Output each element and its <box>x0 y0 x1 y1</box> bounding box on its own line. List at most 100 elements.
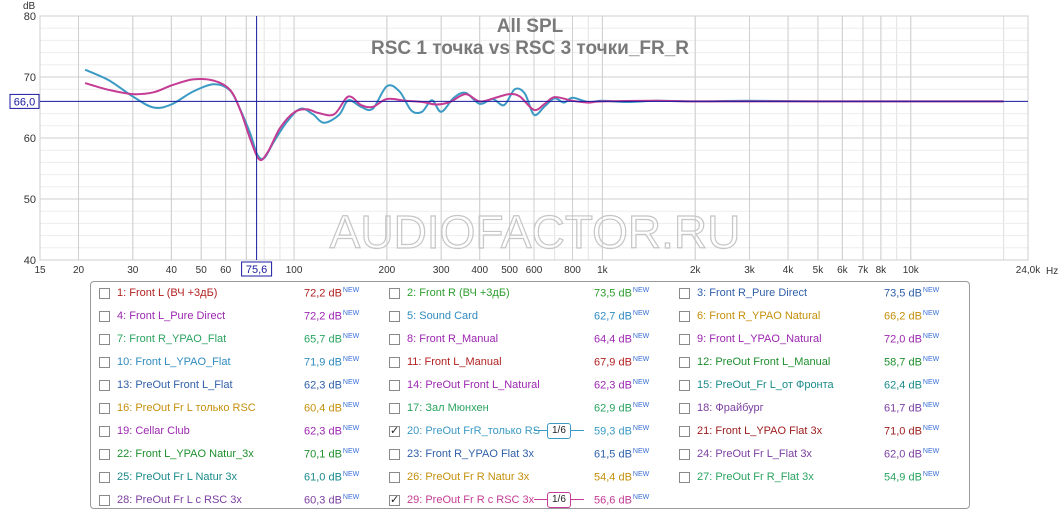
legend-checkbox[interactable] <box>389 311 400 322</box>
legend-label: 25: PreOut Fr L Natur 3x <box>117 471 238 483</box>
legend-checkbox[interactable] <box>389 403 400 414</box>
new-badge: NEW <box>922 287 940 294</box>
legend-value: 61,5 dBNEW <box>594 448 650 461</box>
new-badge: NEW <box>632 402 650 409</box>
legend-value: 60,4 dBNEW <box>304 402 360 415</box>
legend-value: 67,9 dBNEW <box>594 356 650 369</box>
cursor-x-readout-box <box>241 261 273 277</box>
legend-entry[interactable]: 4: Front L_Pure Direct 72,2 dBNEW <box>99 309 379 329</box>
legend-checkbox[interactable] <box>389 357 400 368</box>
x-tick-label: 5k <box>813 265 825 276</box>
legend-entry[interactable]: 10: Front L_YPAO_Flat 71,9 dBNEW <box>99 355 379 375</box>
legend-checkbox[interactable] <box>389 493 400 506</box>
legend-entry[interactable]: 26: PreOut Fr R Natur 3x 54,4 dBNEW <box>389 470 669 490</box>
legend-checkbox[interactable] <box>99 288 110 299</box>
legend-entry[interactable]: 8: Front R_Manual 64,4 dBNEW <box>389 332 669 352</box>
legend-entry[interactable]: 29: PreOut Fr R c RSC 3x1/6 56,6 dBNEW <box>389 492 669 513</box>
legend-checkbox[interactable] <box>679 449 690 460</box>
x-tick-label: 200 <box>379 265 396 276</box>
legend-entry[interactable]: 16: PreOut Fr L только RSC 60,4 dBNEW <box>99 401 379 421</box>
legend-entry[interactable]: 27: PreOut Fr R_Flat 3x 54,9 dBNEW <box>679 470 959 490</box>
legend-value: 62,9 dBNEW <box>594 402 650 415</box>
legend-entry[interactable]: 12: PreOut Front L_Manual 58,7 dBNEW <box>679 355 959 375</box>
legend-value: 54,9 dBNEW <box>884 471 940 484</box>
legend-value: 61,0 dBNEW <box>304 471 360 484</box>
legend-value: 73,5 dBNEW <box>884 287 940 300</box>
legend-checkbox[interactable] <box>679 403 690 414</box>
cursor-y-readout: 66,0 <box>14 96 35 108</box>
cursor: 66,0 75,6 <box>9 16 1028 277</box>
legend-entry[interactable]: 23: Front R_YPAO Flat 3x 61,5 dBNEW <box>389 447 669 467</box>
legend: 1: Front L (ВЧ +3дБ) 72,2 dBNEW 4: Front L… <box>90 281 970 509</box>
legend-checkbox[interactable] <box>389 424 400 437</box>
legend-checkbox[interactable] <box>679 311 690 322</box>
legend-entry[interactable]: 20: PreOut FrR_только RS1/6 59,3 dBNEW <box>389 423 669 444</box>
legend-checkbox[interactable] <box>99 426 110 437</box>
legend-entry[interactable]: 21: Front L_YPAO Flat 3x 71,0 dBNEW <box>679 424 959 444</box>
legend-entry[interactable]: 7: Front R_YPAO_Flat 65,7 dBNEW <box>99 332 379 352</box>
x-tick-label: 10k <box>903 265 920 276</box>
legend-entry[interactable]: 13: PreOut Front L_Flat 62,3 dBNEW <box>99 378 379 398</box>
legend-entry[interactable]: 15: PreOut_Fr L_от Фронта 62,4 dBNEW <box>679 378 959 398</box>
legend-checkbox[interactable] <box>99 380 110 391</box>
legend-checkbox[interactable] <box>99 403 110 414</box>
legend-checkbox[interactable] <box>99 334 110 345</box>
x-tick-label: 40 <box>166 265 178 276</box>
grid <box>39 15 1029 261</box>
legend-entry[interactable]: 25: PreOut Fr L Natur 3x 61,0 dBNEW <box>99 470 379 490</box>
y-tick-labels: 40 50 60 70 80 <box>24 11 36 267</box>
legend-entry[interactable]: 17: Зал Мюнхен 62,9 dBNEW <box>389 401 669 421</box>
legend-checkbox[interactable] <box>99 357 110 368</box>
legend-entry[interactable]: 18: Фрайбург 61,7 dBNEW <box>679 401 959 421</box>
legend-entry[interactable]: 3: Front R_Pure Direct 73,5 dBNEW <box>679 286 959 306</box>
new-badge: NEW <box>632 287 650 294</box>
legend-checkbox[interactable] <box>679 380 690 391</box>
legend-label: 22: Front L_YPAO Natur_3x <box>117 448 254 460</box>
legend-entry[interactable]: 5: Sound Card 62,7 dBNEW <box>389 309 669 329</box>
legend-checkbox[interactable] <box>679 472 690 483</box>
legend-value: 73,5 dBNEW <box>594 287 650 300</box>
smoothing-badge[interactable]: 1/6 <box>534 492 584 508</box>
legend-value: 56,6 dBNEW <box>594 494 650 507</box>
legend-value: 59,3 dBNEW <box>594 425 650 438</box>
legend-label: 4: Front L_Pure Direct <box>117 310 226 322</box>
legend-checkbox[interactable] <box>389 334 400 345</box>
legend-checkbox[interactable] <box>679 426 690 437</box>
legend-checkbox[interactable] <box>99 495 110 506</box>
legend-label: 9: Front L_YPAO_Natural <box>697 333 822 345</box>
legend-entry[interactable]: 6: Front R_YPAO Natural 66,2 dBNEW <box>679 309 959 329</box>
legend-checkbox[interactable] <box>389 288 400 299</box>
new-badge: NEW <box>922 356 940 363</box>
legend-checkbox[interactable] <box>679 334 690 345</box>
legend-checkbox[interactable] <box>389 449 400 460</box>
legend-label: 7: Front R_YPAO_Flat <box>117 333 227 345</box>
legend-checkbox[interactable] <box>99 311 110 322</box>
legend-entry[interactable]: 1: Front L (ВЧ +3дБ) 72,2 dBNEW <box>99 286 379 306</box>
legend-value: 54,4 dBNEW <box>594 471 650 484</box>
smoothing-badge[interactable]: 1/6 <box>534 423 584 439</box>
legend-entry[interactable]: 22: Front L_YPAO Natur_3x 70,1 dBNEW <box>99 447 379 467</box>
x-tick-label: 2k <box>690 265 702 276</box>
x-tick-label: 400 <box>471 265 488 276</box>
legend-label: 8: Front R_Manual <box>407 333 499 345</box>
legend-checkbox[interactable] <box>679 357 690 368</box>
legend-checkbox[interactable] <box>389 472 400 483</box>
legend-checkbox[interactable] <box>99 449 110 460</box>
legend-label: 20: PreOut FrR_только RS <box>407 425 541 437</box>
legend-entry[interactable]: 14: PreOut Front L_Natural 62,3 dBNEW <box>389 378 669 398</box>
legend-entry[interactable]: 9: Front L_YPAO_Natural 72,0 dBNEW <box>679 332 959 352</box>
legend-label: 28: PreOut Fr L c RSC 3x <box>117 494 242 506</box>
legend-entry[interactable]: 2: Front R (ВЧ +3дБ) 73,5 dBNEW <box>389 286 669 306</box>
new-badge: NEW <box>632 471 650 478</box>
spl-chart[interactable]: AUDIOFACTOR.RU All SPL RSC 1 точка vs RS… <box>0 0 1061 280</box>
legend-checkbox[interactable] <box>679 288 690 299</box>
legend-value: 60,3 dBNEW <box>304 494 360 507</box>
legend-entry[interactable]: 19: Cellar Club 62,3 dBNEW <box>99 424 379 444</box>
legend-entry[interactable]: 28: PreOut Fr L c RSC 3x 60,3 dBNEW <box>99 493 379 513</box>
legend-label: 3: Front R_Pure Direct <box>697 287 808 299</box>
legend-entry[interactable]: 11: Front L_Manual 67,9 dBNEW <box>389 355 669 375</box>
new-badge: NEW <box>342 287 360 294</box>
legend-checkbox[interactable] <box>99 472 110 483</box>
legend-entry[interactable]: 24: PreOut Fr L_Flat 3x 62,0 dBNEW <box>679 447 959 467</box>
legend-checkbox[interactable] <box>389 380 400 391</box>
